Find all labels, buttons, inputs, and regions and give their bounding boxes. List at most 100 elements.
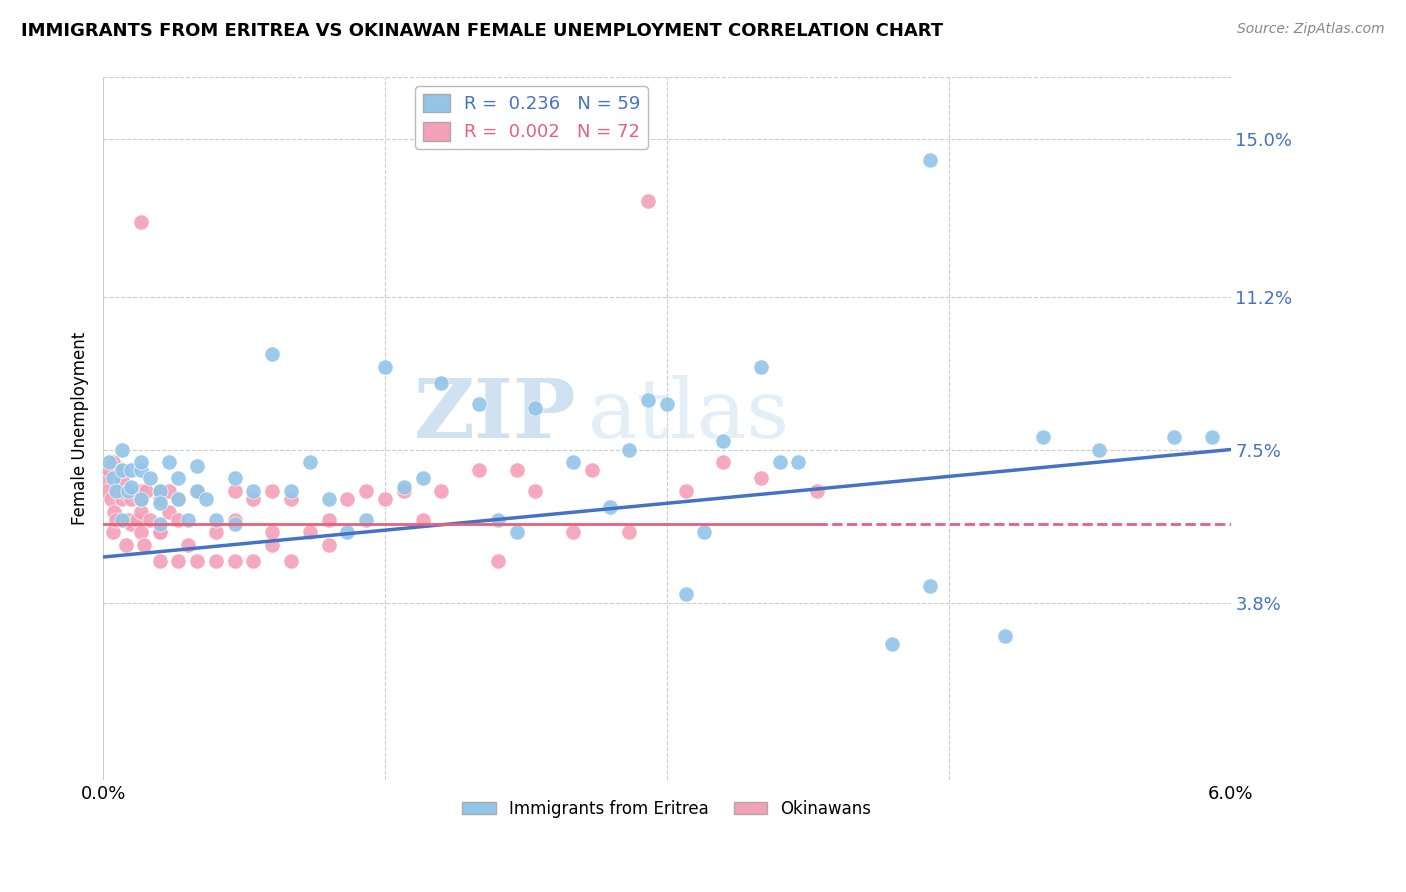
Point — [120, 516, 142, 531]
Point — [120, 463, 142, 477]
Point — [224, 471, 246, 485]
Point — [224, 554, 246, 568]
Point — [262, 525, 284, 540]
Point — [1088, 442, 1111, 457]
Point — [994, 629, 1017, 643]
Point — [787, 455, 810, 469]
Point — [107, 483, 129, 498]
Point — [186, 459, 208, 474]
Point — [280, 492, 302, 507]
Point — [637, 194, 659, 209]
Point — [711, 455, 734, 469]
Point — [157, 483, 180, 498]
Point — [103, 504, 125, 518]
Point — [205, 525, 228, 540]
Point — [354, 483, 377, 498]
Point — [262, 347, 284, 361]
Point — [918, 579, 941, 593]
Point — [139, 513, 162, 527]
Point — [205, 554, 228, 568]
Point — [120, 492, 142, 507]
Point — [224, 516, 246, 531]
Point — [374, 492, 396, 507]
Legend: Immigrants from Eritrea, Okinawans: Immigrants from Eritrea, Okinawans — [456, 793, 879, 825]
Point — [280, 483, 302, 498]
Point — [101, 455, 124, 469]
Point — [280, 554, 302, 568]
Point — [100, 492, 122, 507]
Point — [336, 525, 359, 540]
Point — [148, 496, 170, 510]
Point — [298, 455, 321, 469]
Point — [157, 504, 180, 518]
Point — [129, 463, 152, 477]
Point — [148, 525, 170, 540]
Point — [318, 513, 340, 527]
Point — [262, 538, 284, 552]
Point — [129, 525, 152, 540]
Point — [242, 554, 264, 568]
Point — [711, 434, 734, 449]
Point — [581, 463, 603, 477]
Point — [524, 401, 547, 416]
Point — [486, 554, 509, 568]
Point — [97, 463, 120, 477]
Point — [186, 483, 208, 498]
Point — [111, 471, 134, 485]
Point — [120, 480, 142, 494]
Point — [412, 471, 434, 485]
Point — [675, 483, 697, 498]
Point — [139, 471, 162, 485]
Point — [374, 359, 396, 374]
Point — [619, 442, 641, 457]
Point — [148, 554, 170, 568]
Point — [392, 483, 415, 498]
Point — [561, 525, 583, 540]
Point — [111, 483, 134, 498]
Point — [430, 376, 453, 391]
Point — [392, 480, 415, 494]
Point — [430, 483, 453, 498]
Point — [134, 538, 156, 552]
Point — [318, 492, 340, 507]
Point — [1163, 430, 1185, 444]
Point — [882, 637, 904, 651]
Point — [806, 483, 828, 498]
Point — [505, 463, 527, 477]
Text: ZIP: ZIP — [413, 375, 576, 455]
Point — [105, 513, 128, 527]
Point — [117, 513, 139, 527]
Point — [111, 463, 134, 477]
Point — [655, 397, 678, 411]
Point — [167, 492, 190, 507]
Point — [94, 471, 117, 485]
Point — [468, 397, 491, 411]
Point — [1032, 430, 1054, 444]
Point — [105, 483, 128, 498]
Text: IMMIGRANTS FROM ERITREA VS OKINAWAN FEMALE UNEMPLOYMENT CORRELATION CHART: IMMIGRANTS FROM ERITREA VS OKINAWAN FEMA… — [21, 22, 943, 40]
Point — [186, 483, 208, 498]
Point — [129, 492, 152, 507]
Point — [157, 455, 180, 469]
Point — [167, 492, 190, 507]
Point — [125, 513, 148, 527]
Point — [111, 513, 134, 527]
Point — [619, 525, 641, 540]
Point — [505, 525, 527, 540]
Point — [97, 455, 120, 469]
Point — [918, 153, 941, 168]
Point — [129, 492, 152, 507]
Point — [242, 483, 264, 498]
Point — [561, 455, 583, 469]
Point — [224, 513, 246, 527]
Point — [412, 513, 434, 527]
Point — [167, 471, 190, 485]
Point — [148, 483, 170, 498]
Point — [195, 492, 218, 507]
Point — [186, 554, 208, 568]
Point — [298, 525, 321, 540]
Point — [176, 513, 198, 527]
Point — [1201, 430, 1223, 444]
Point — [129, 215, 152, 229]
Point — [599, 500, 621, 515]
